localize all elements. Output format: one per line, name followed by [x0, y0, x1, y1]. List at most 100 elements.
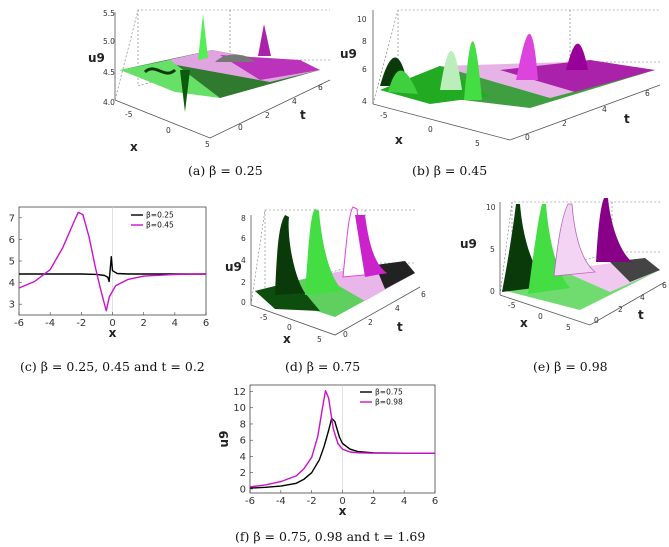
ytick-d-0: 0 [343, 330, 348, 339]
y-tick-label: 7 [9, 213, 15, 224]
panel-e: 0 5 10 u9 -5 0 5 0 2 4 6 x t [450, 190, 669, 355]
ztick-d-1: 2 [241, 278, 246, 287]
ytick-d-3: 6 [421, 290, 426, 299]
zlabel-a: u9 [88, 51, 105, 65]
ztick-e-1: 5 [490, 245, 495, 254]
surface-peak-e3 [553, 203, 597, 277]
y-tick-label: 12 [233, 387, 246, 398]
y-tick-label: 2 [240, 468, 246, 479]
legend-label-1: β=0.45 [146, 221, 174, 230]
zlabel-d: u9 [225, 260, 242, 274]
caption-e: (e) β = 0.98 [533, 359, 608, 374]
ztick-d-0: 0 [241, 298, 246, 307]
panel-b: 4 6 8 10 u9 -5 0 5 0 2 4 6 x t [340, 0, 669, 185]
ztick-b-1: 6 [362, 65, 367, 74]
xtick-a-2: 5 [205, 140, 210, 149]
ztick-a-2: 5.0 [103, 37, 115, 46]
y-tick-label: 4 [9, 278, 15, 289]
panel-a: 4.0 4.5 5.0 5.5 u9 -5 0 5 0 2 4 6 x t [0, 0, 331, 185]
x-tick-label: 6 [432, 496, 438, 507]
surface-peak-b5 [516, 33, 538, 80]
legend-label-0: β=0.75 [375, 388, 403, 397]
ylabel-a: t [300, 108, 306, 122]
ylabel-b: t [624, 112, 630, 126]
ztick-b-2: 8 [362, 37, 367, 46]
xtick-a-1: 0 [166, 126, 171, 135]
x-tick-label: -6 [245, 496, 255, 507]
surface-peak-b6 [566, 43, 588, 70]
caption-d: (d) β = 0.75 [285, 359, 361, 374]
xlabel-e: x [520, 316, 528, 330]
x-tick-label: -4 [276, 496, 286, 507]
series-line-1 [18, 211, 207, 312]
x-tick-label: 4 [401, 496, 407, 507]
xtick-b-0: -5 [380, 111, 388, 120]
ytick-a-1: 2 [265, 111, 270, 120]
xtick-a-0: -5 [125, 110, 133, 119]
ytick-e-2: 4 [640, 293, 645, 302]
xlabel-d: x [283, 332, 291, 346]
xtick-d-2: 5 [317, 335, 322, 344]
ylabel-e: t [638, 308, 644, 322]
surface-peak-b2 [388, 70, 418, 94]
ytick-b-3: 6 [645, 89, 650, 98]
y-tick-label: 8 [240, 419, 246, 430]
caption-a: (a) β = 0.25 [188, 163, 263, 178]
y-axis-label: u9 [217, 431, 231, 448]
series-line-0 [249, 417, 435, 489]
ztick-e-0: 0 [490, 287, 495, 296]
surface-dip-a [180, 70, 190, 112]
y-tick-label: 4 [240, 452, 246, 463]
z-ticks-a: 4.0 4.5 5.0 5.5 [103, 9, 115, 107]
xlabel-b: x [395, 133, 403, 147]
surface-peak-d2 [305, 209, 343, 295]
x-axis-label: x [109, 326, 117, 340]
x-axis-label: x [339, 504, 347, 518]
ztick-a-1: 4.5 [103, 68, 115, 77]
x-tick-label: 4 [172, 318, 178, 329]
ytick-b-0: 0 [525, 133, 530, 142]
ytick-e-0: 0 [594, 316, 599, 325]
x-tick-label: 2 [140, 318, 146, 329]
ztick-b-3: 10 [357, 15, 367, 24]
y-tick-label: 6 [240, 436, 246, 447]
xtick-d-1: 0 [287, 323, 292, 332]
surface-spike-a1 [198, 14, 208, 60]
ytick-b-1: 2 [562, 119, 567, 128]
caption-c: (c) β = 0.25, 0.45 and t = 0.2 [20, 359, 205, 374]
zlabel-e: u9 [460, 237, 477, 251]
x-tick-label: 0 [339, 496, 345, 507]
ytick-a-0: 0 [238, 123, 243, 132]
xtick-e-0: -5 [508, 301, 516, 310]
y-tick-label: 6 [9, 235, 15, 246]
ytick-d-1: 2 [368, 318, 373, 327]
caption-f: (f) β = 0.75, 0.98 and t = 1.69 [235, 529, 426, 544]
ytick-a-3: 6 [318, 83, 323, 92]
xtick-e-1: 0 [538, 312, 543, 321]
y-tick-label: 5 [9, 257, 15, 268]
x-tick-label: 6 [203, 318, 209, 329]
x-tick-label: -4 [45, 318, 55, 329]
surface-plot-b: 4 6 8 10 u9 -5 0 5 0 2 4 6 [340, 9, 661, 148]
y-tick-label: 10 [233, 403, 246, 414]
y-tick-label: 0 [240, 484, 246, 495]
ztick-b-0: 4 [362, 97, 367, 106]
ytick-a-2: 4 [292, 97, 297, 106]
ztick-d-2: 4 [241, 256, 246, 265]
ztick-d-4: 8 [241, 214, 246, 223]
xtick-d-0: -5 [260, 313, 268, 322]
zlabel-b: u9 [340, 47, 357, 61]
x-tick-label: -2 [76, 318, 86, 329]
series-line-1 [249, 390, 435, 488]
surface-peak-e4 [596, 198, 632, 262]
ytick-e-1: 2 [618, 305, 623, 314]
xtick-b-2: 5 [475, 139, 480, 148]
ytick-d-2: 4 [395, 304, 400, 313]
x-tick-label: 0 [109, 318, 115, 329]
legend-label-1: β=0.98 [375, 398, 403, 407]
surface-spike-a2 [258, 24, 271, 56]
panel-f: -6 -4 -2 0 2 4 6 0 2 4 6 8 10 12 β=0.75 β=0.98 x u9 [217, 380, 442, 530]
panel-d: 0 2 4 6 8 u9 -5 0 5 0 2 4 6 x t [225, 195, 440, 355]
